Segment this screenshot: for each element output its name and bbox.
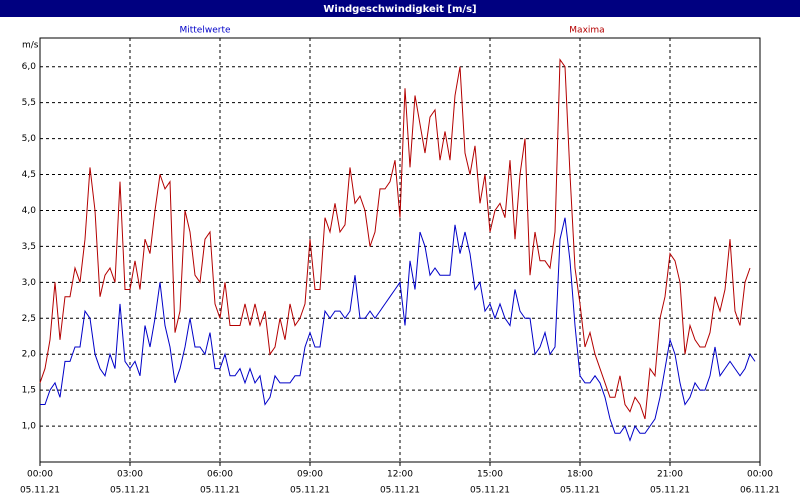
title-bar (0, 0, 800, 17)
x-tick-label: 15:00 (477, 470, 503, 480)
chart-title: Windgeschwindigkeit [m/s] (323, 4, 476, 15)
y-tick-label: 1,5 (22, 386, 36, 396)
x-tick-label: 00:00 (27, 470, 53, 480)
y-tick-label: 4,0 (22, 206, 37, 216)
series-line (40, 217, 756, 442)
legend-entry: Mittelwerte (179, 26, 230, 36)
x-tick-date: 05.11.21 (380, 486, 420, 496)
y-axis-label: m/s (22, 41, 39, 51)
legend-entry: Maxima (569, 26, 604, 36)
y-tick-label: 2,5 (22, 314, 36, 324)
x-tick-label: 03:00 (117, 470, 143, 480)
x-tick-date: 06.11.21 (740, 486, 780, 496)
y-tick-label: 5,5 (22, 98, 36, 108)
x-tick-label: 06:00 (207, 470, 233, 480)
y-tick-label: 4,5 (22, 170, 36, 180)
x-tick-label: 09:00 (297, 470, 323, 480)
x-tick-label: 12:00 (387, 470, 413, 480)
y-tick-label: 6,0 (22, 62, 37, 72)
x-tick-label: 00:00 (747, 470, 773, 480)
x-tick-label: 18:00 (567, 470, 593, 480)
x-tick-label: 21:00 (657, 470, 683, 480)
y-tick-label: 2,0 (22, 350, 37, 360)
x-tick-date: 05.11.21 (110, 486, 150, 496)
y-tick-label: 3,0 (22, 278, 37, 288)
x-tick-date: 05.11.21 (470, 486, 510, 496)
y-tick-label: 5,0 (22, 134, 37, 144)
y-tick-label: 1,0 (22, 422, 37, 432)
series-line (39, 58, 751, 420)
x-tick-date: 05.11.21 (560, 486, 600, 496)
x-tick-date: 05.11.21 (200, 486, 240, 496)
x-tick-date: 05.11.21 (290, 486, 330, 496)
x-tick-date: 05.11.21 (20, 486, 60, 496)
x-tick-date: 05.11.21 (650, 486, 690, 496)
y-tick-label: 3,5 (22, 242, 36, 252)
